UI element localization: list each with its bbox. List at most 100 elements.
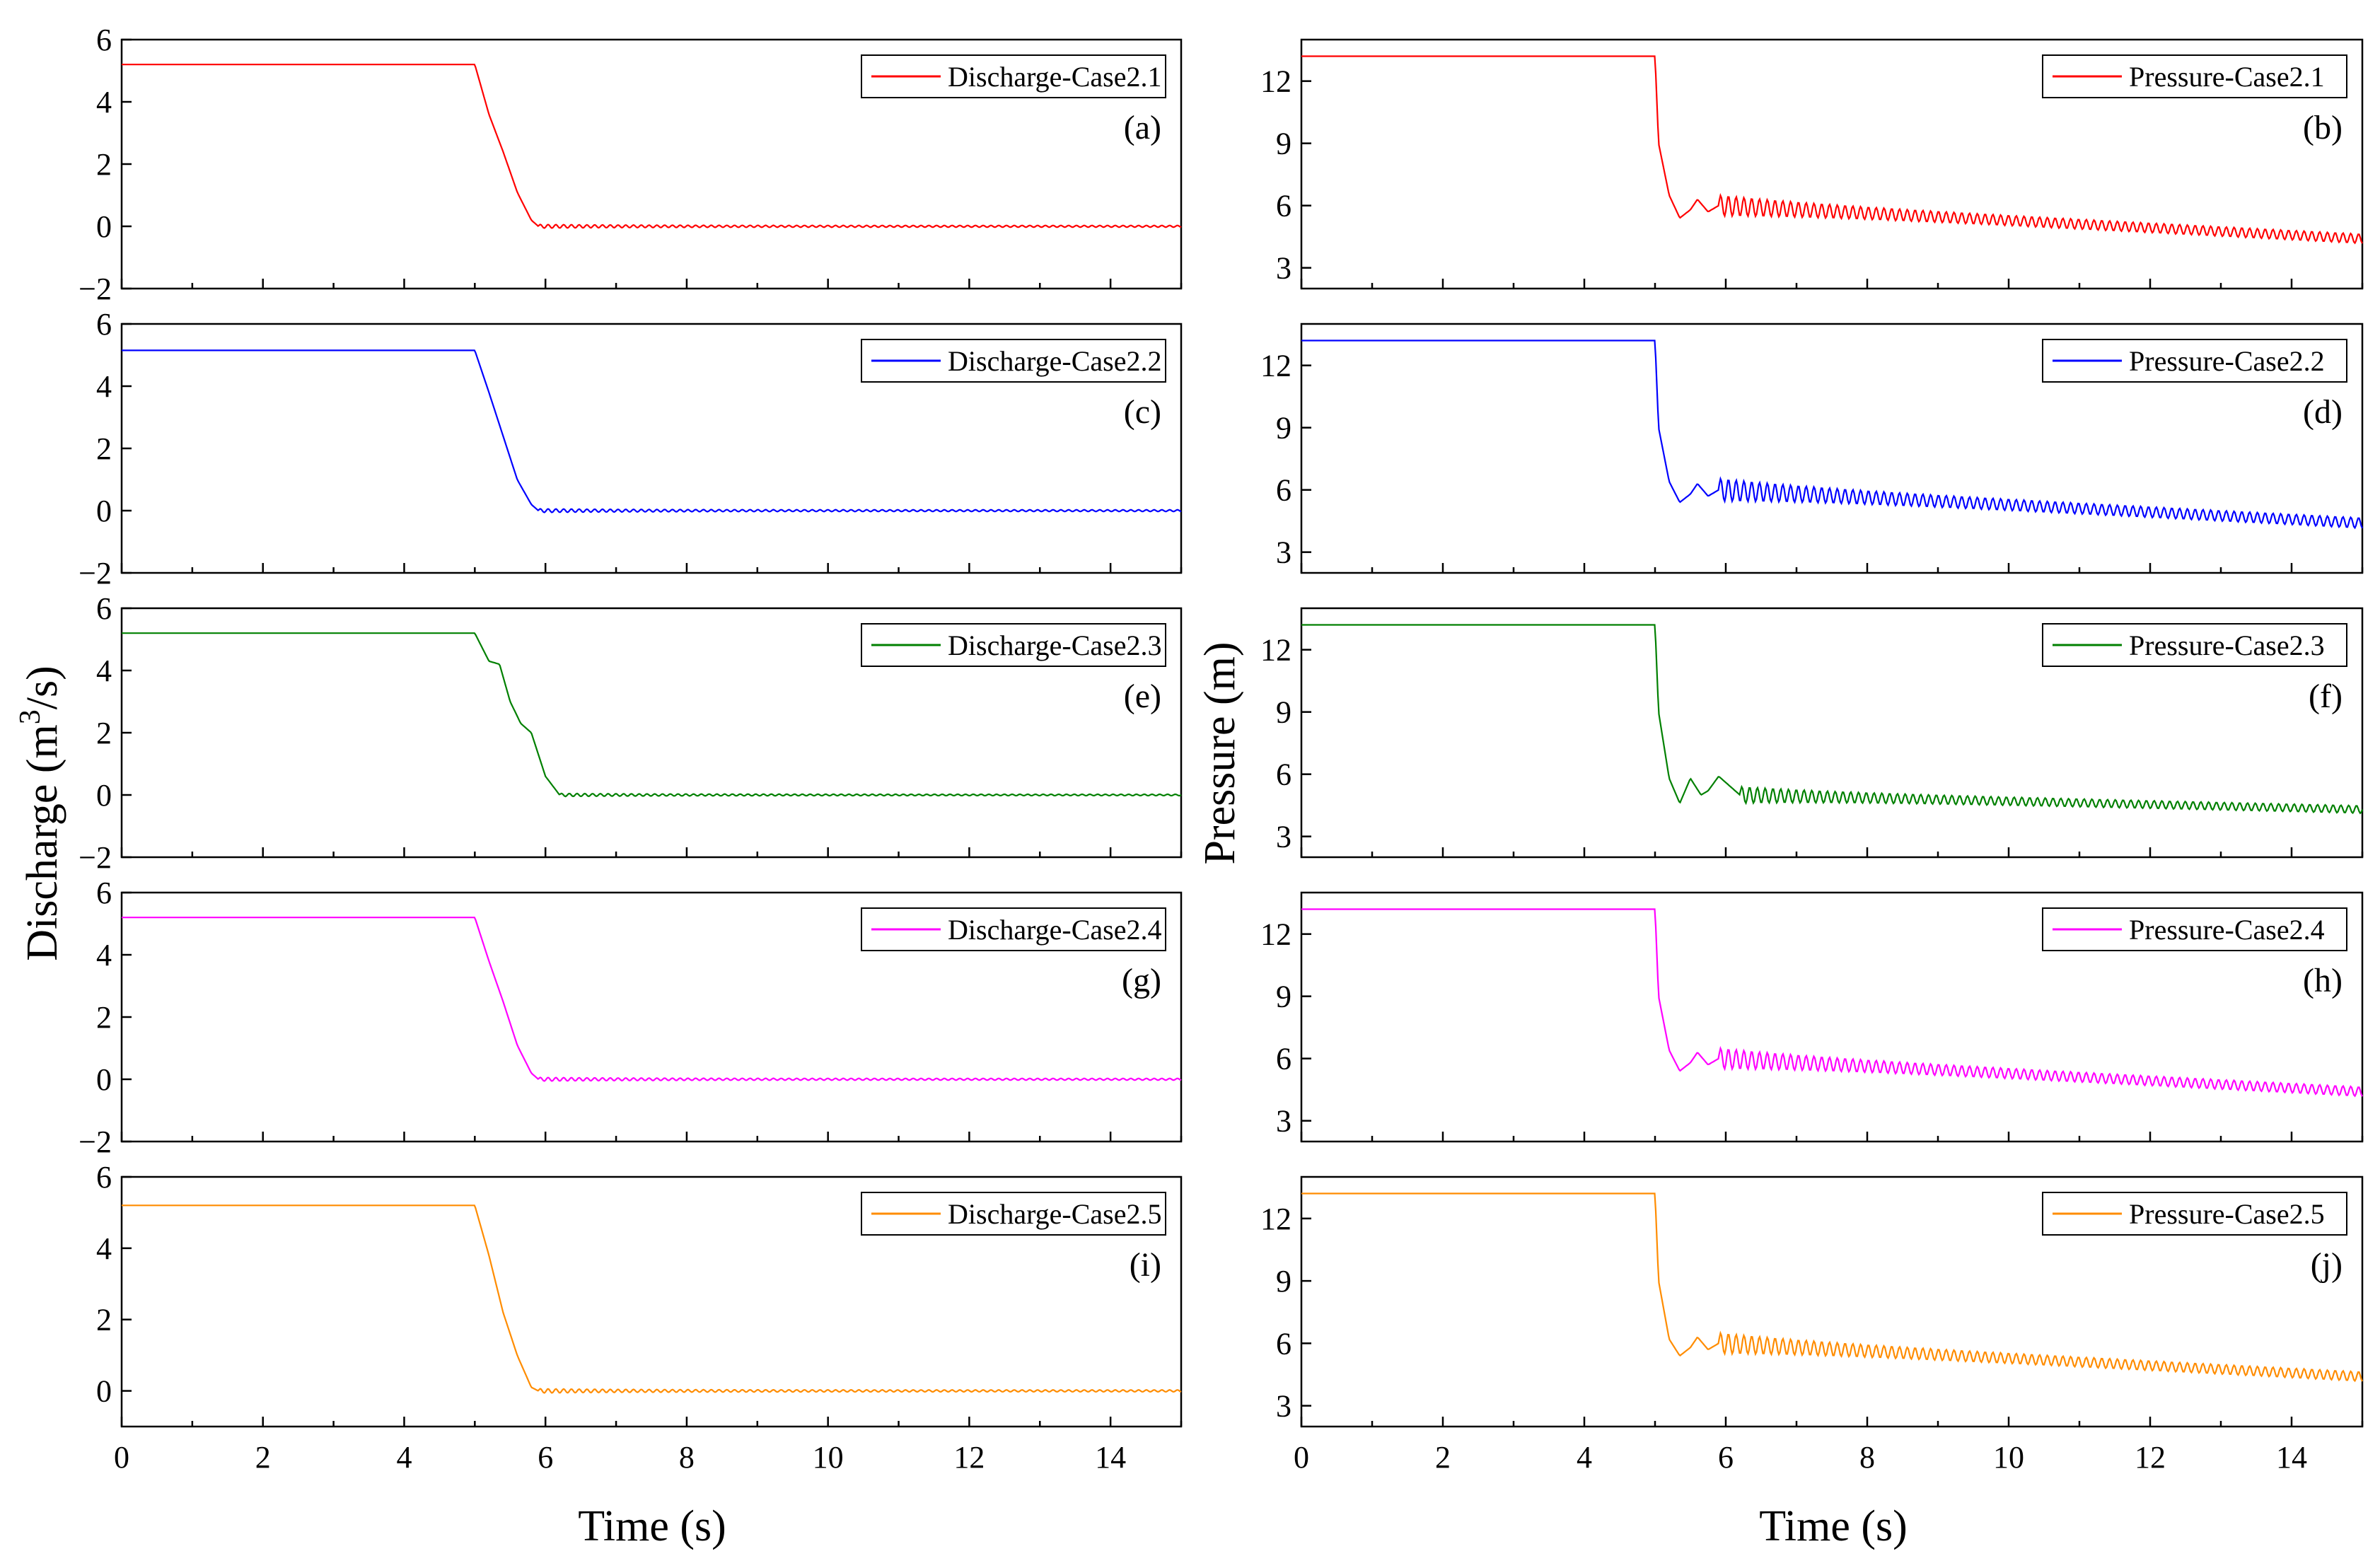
y-tick-label-b-3: 12 <box>1260 64 1291 99</box>
y-tick-label-e-3: 4 <box>96 654 112 688</box>
y-tick-label-d-1: 6 <box>1276 473 1291 508</box>
y-tick-label-a-2: 2 <box>96 147 112 182</box>
panel-d: 3 6 9 12 Pressure-Case2.2 (d) <box>1260 323 2364 574</box>
legend-label-g: Discharge-Case2.4 <box>948 914 1162 946</box>
x-tick-label-i-6: 12 <box>953 1440 985 1475</box>
y-tick-label-e-4: 6 <box>96 591 112 626</box>
left-y-axis-title: Discharge (m3/s) <box>14 666 66 961</box>
panel-g: −2 0 2 4 6 Discharge-Case2.4 (g) <box>79 876 1183 1159</box>
panel-letter-b: (b) <box>2303 109 2343 146</box>
y-tick-label-j-3: 12 <box>1260 1202 1291 1236</box>
y-tick-label-i-0: 0 <box>96 1374 112 1409</box>
panel-b: 3 6 9 12 Pressure-Case2.1 (b) <box>1260 38 2364 290</box>
panel-a: −2 0 2 4 6 Discharge-Case2.1 (a) <box>79 23 1183 306</box>
panel-letter-h: (h) <box>2303 962 2343 999</box>
x-tick-label-i-4: 8 <box>679 1440 695 1475</box>
x-tick-label-j-4: 8 <box>1859 1440 1875 1475</box>
panels: −2 0 2 4 6 Discharge-Case2.1 (a) 3 6 9 12 Pressure-… <box>79 23 2364 1475</box>
panel-e: −2 0 2 4 6 Discharge-Case2.3 (e) <box>79 591 1183 875</box>
legend-label-b: Pressure-Case2.1 <box>2129 61 2325 93</box>
y-tick-label-c-2: 2 <box>96 431 112 466</box>
series-line-g <box>122 917 1182 1082</box>
series-line-e <box>122 632 1182 798</box>
panel-i: 0 2 4 6 0 2 4 6 8 10 12 14 Discharge-Case2.5 (i) <box>96 1160 1183 1475</box>
legend-label-a: Discharge-Case2.1 <box>948 61 1162 93</box>
left-x-axis-title: Time (s) <box>578 1502 726 1550</box>
plot-frame-h <box>1300 891 2364 1143</box>
y-tick-label-j-1: 6 <box>1276 1326 1291 1361</box>
y-tick-label-f-1: 6 <box>1276 757 1291 792</box>
y-tick-label-f-0: 3 <box>1276 820 1291 854</box>
x-tick-label-i-7: 14 <box>1095 1440 1126 1475</box>
x-tick-label-j-5: 10 <box>1993 1440 2024 1475</box>
y-tick-label-h-0: 3 <box>1276 1104 1291 1139</box>
x-tick-label-j-0: 0 <box>1294 1440 1309 1475</box>
panel-letter-f: (f) <box>2309 678 2343 715</box>
panel-letter-j: (j) <box>2311 1246 2343 1284</box>
panel-h: 3 6 9 12 Pressure-Case2.4 (h) <box>1260 891 2364 1143</box>
y-tick-label-h-3: 12 <box>1260 917 1291 952</box>
legend-label-d: Pressure-Case2.2 <box>2129 345 2325 377</box>
y-tick-label-e-0: −2 <box>79 840 112 875</box>
series-line-j <box>1301 1192 2363 1383</box>
legend-label-f: Pressure-Case2.3 <box>2129 629 2325 661</box>
y-tick-label-g-1: 0 <box>96 1062 112 1097</box>
y-tick-label-j-2: 9 <box>1276 1264 1291 1299</box>
y-tick-label-h-1: 6 <box>1276 1042 1291 1076</box>
y-tick-label-b-0: 3 <box>1276 251 1291 286</box>
right-y-axis-title: Pressure (m) <box>1196 641 1244 864</box>
y-tick-label-i-2: 4 <box>96 1231 112 1266</box>
y-tick-label-a-4: 6 <box>96 23 112 57</box>
x-tick-label-i-1: 2 <box>255 1440 271 1475</box>
right-x-axis-title: Time (s) <box>1759 1502 1908 1550</box>
y-tick-label-e-1: 0 <box>96 778 112 813</box>
plot-frame-d <box>1300 323 2364 574</box>
series-line-d <box>1301 339 2364 530</box>
panel-letter-i: (i) <box>1130 1246 1161 1284</box>
y-tick-label-g-3: 4 <box>96 938 112 972</box>
y-tick-label-d-2: 9 <box>1276 411 1291 446</box>
panel-letter-c: (c) <box>1124 393 1161 431</box>
x-tick-label-j-7: 14 <box>2276 1440 2307 1475</box>
y-tick-label-j-0: 3 <box>1276 1389 1291 1424</box>
series-line-f <box>1301 624 2364 815</box>
panel-letter-d: (d) <box>2303 393 2343 431</box>
y-tick-label-i-1: 2 <box>96 1303 112 1337</box>
y-tick-label-g-4: 6 <box>96 876 112 910</box>
series-line-h <box>1301 908 2363 1098</box>
y-tick-label-a-0: −2 <box>79 272 112 306</box>
y-tick-label-d-3: 12 <box>1260 349 1291 383</box>
x-tick-label-j-3: 6 <box>1718 1440 1734 1475</box>
y-tick-label-g-0: −2 <box>79 1125 112 1159</box>
series-line-i <box>122 1204 1182 1394</box>
x-tick-label-i-0: 0 <box>114 1440 129 1475</box>
panel-f: 3 6 9 12 Pressure-Case2.3 (f) <box>1260 607 2364 859</box>
panel-c: −2 0 2 4 6 Discharge-Case2.2 (c) <box>79 307 1183 591</box>
y-tick-label-a-3: 4 <box>96 85 112 120</box>
y-tick-label-b-1: 6 <box>1276 189 1291 223</box>
x-tick-label-i-2: 4 <box>396 1440 412 1475</box>
y-tick-label-a-1: 0 <box>96 209 112 244</box>
series-line-c <box>122 349 1182 513</box>
legend-label-i: Discharge-Case2.5 <box>948 1198 1162 1230</box>
x-tick-label-i-5: 10 <box>813 1440 844 1475</box>
x-tick-label-i-3: 6 <box>538 1440 553 1475</box>
plot-frame-b <box>1300 38 2364 290</box>
y-tick-label-c-4: 6 <box>96 307 112 342</box>
series-line-a <box>122 64 1182 229</box>
panel-letter-a: (a) <box>1124 109 1161 146</box>
y-tick-label-g-2: 2 <box>96 1000 112 1035</box>
y-tick-label-c-3: 4 <box>96 369 112 404</box>
x-tick-label-j-2: 4 <box>1577 1440 1592 1475</box>
x-tick-label-j-6: 12 <box>2135 1440 2166 1475</box>
y-tick-label-b-2: 9 <box>1276 127 1291 161</box>
x-tick-label-j-1: 2 <box>1435 1440 1451 1475</box>
y-tick-label-d-0: 3 <box>1276 535 1291 570</box>
y-tick-label-i-3: 6 <box>96 1160 112 1195</box>
plot-frame-j <box>1300 1175 2364 1428</box>
y-tick-label-h-2: 9 <box>1276 980 1291 1014</box>
panel-letter-e: (e) <box>1124 678 1161 715</box>
legend-label-h: Pressure-Case2.4 <box>2129 914 2325 946</box>
y-tick-label-f-3: 12 <box>1260 633 1291 668</box>
